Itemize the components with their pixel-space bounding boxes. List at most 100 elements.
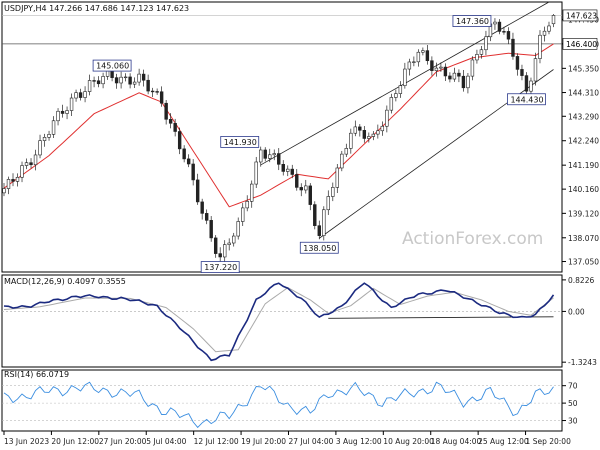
candle: [33, 149, 38, 171]
candle: [204, 209, 209, 225]
candle: [502, 26, 506, 35]
x-tick-label: 5 Jul 04:00: [146, 437, 186, 446]
candle: [209, 216, 213, 242]
candle: [24, 158, 29, 170]
candle: [254, 156, 258, 188]
macd-panel-header: MACD(12,26,9) 0.4097 0.3555: [4, 277, 126, 286]
candle: [412, 56, 416, 67]
candle: [146, 74, 150, 95]
candle: [87, 74, 92, 96]
candle: [542, 26, 547, 42]
candle: [263, 147, 267, 162]
price-y-tick-label: 139.120: [568, 209, 599, 218]
candle: [182, 145, 186, 163]
candle: [232, 232, 236, 247]
x-tick-label: 25 Aug 12:00: [478, 437, 529, 446]
current-price-tag: 147.623: [562, 9, 598, 22]
candle: [304, 179, 308, 194]
candle: [277, 148, 281, 171]
candle: [380, 121, 385, 136]
rsi-y-tick-label: 30: [568, 417, 578, 426]
x-tick-label: 1 Sep 20:00: [526, 437, 572, 446]
price-annotation-label: 141.930: [224, 138, 257, 147]
x-tick-label: 12 Jul 12:00: [194, 437, 239, 446]
candle: [268, 148, 272, 163]
price-annotation-label: 137.220: [204, 263, 237, 272]
candle: [259, 146, 263, 167]
price-annotation: 138.050: [299, 241, 339, 254]
candle: [475, 49, 479, 64]
candle: [331, 182, 335, 202]
candle: [51, 116, 56, 139]
macd-signal-line: [3, 287, 554, 353]
x-tick-label: 10 Aug 20:00: [383, 437, 434, 446]
candle: [349, 128, 353, 154]
candle: [452, 67, 457, 82]
candle: [137, 68, 141, 86]
candle: [506, 27, 511, 45]
price-annotation-label: 145.060: [96, 62, 129, 71]
candle: [173, 118, 177, 137]
candle: [389, 93, 394, 114]
candle: [195, 173, 200, 205]
candle: [439, 62, 443, 72]
price-y-tick-label: 144.310: [568, 89, 599, 98]
candle: [299, 183, 303, 197]
candle: [403, 62, 407, 89]
candle: [119, 71, 123, 89]
candle: [448, 72, 452, 83]
macd-y-tick-label: 0.00: [568, 307, 585, 316]
candle: [96, 76, 101, 88]
candle: [479, 45, 484, 59]
rsi-panel: 70 50 30: [2, 381, 578, 429]
candle: [92, 76, 96, 88]
price-annotation-label: 138.050: [303, 244, 336, 253]
candle: [168, 113, 173, 129]
macd-y-tick-label: 0.8226: [568, 276, 594, 285]
price-annotation: 141.930: [220, 136, 260, 148]
candle: [191, 159, 195, 186]
candle: [434, 62, 439, 77]
candle: [281, 160, 285, 176]
candle: [155, 88, 159, 95]
candle: [15, 173, 20, 187]
candle: [6, 176, 11, 195]
x-tick-label: 27 Jun 20:00: [99, 437, 147, 446]
candle: [421, 47, 425, 56]
candle: [159, 86, 164, 107]
candle: [317, 220, 321, 240]
candle: [358, 124, 362, 137]
candle: [38, 134, 42, 159]
candle: [114, 73, 119, 89]
panel-frames: [1, 1, 563, 432]
price-annotation: 147.360: [452, 15, 492, 27]
price-annotation: 137.220: [200, 261, 240, 273]
candle: [11, 173, 15, 187]
price-y-tick-label: 138.070: [568, 234, 599, 243]
candle: [398, 81, 403, 98]
price-y-tick-label: 141.190: [568, 161, 599, 170]
candle: [529, 77, 533, 95]
candle: [56, 108, 60, 126]
candle: [484, 30, 488, 56]
candle: [376, 124, 380, 139]
candle: [470, 56, 475, 81]
price-annotation-label: 144.430: [510, 95, 543, 104]
candle: [69, 93, 74, 116]
x-tick-label: 3 Aug 12:00: [336, 437, 382, 446]
x-tick-label: 20 Jun 12:00: [51, 437, 99, 446]
candle: [425, 44, 430, 65]
candle: [272, 149, 276, 161]
candle: [407, 58, 412, 76]
candle: [227, 238, 231, 251]
candle: [218, 247, 222, 262]
watermark: ActionForex.com: [402, 229, 543, 249]
candle: [353, 120, 358, 137]
candle: [250, 180, 254, 208]
candle: [123, 73, 128, 82]
price-y-tick-label: 145.350: [568, 64, 599, 73]
candle: [533, 52, 538, 86]
candle: [295, 169, 299, 191]
x-tick-label: 13 Jun 2023: [4, 437, 49, 446]
